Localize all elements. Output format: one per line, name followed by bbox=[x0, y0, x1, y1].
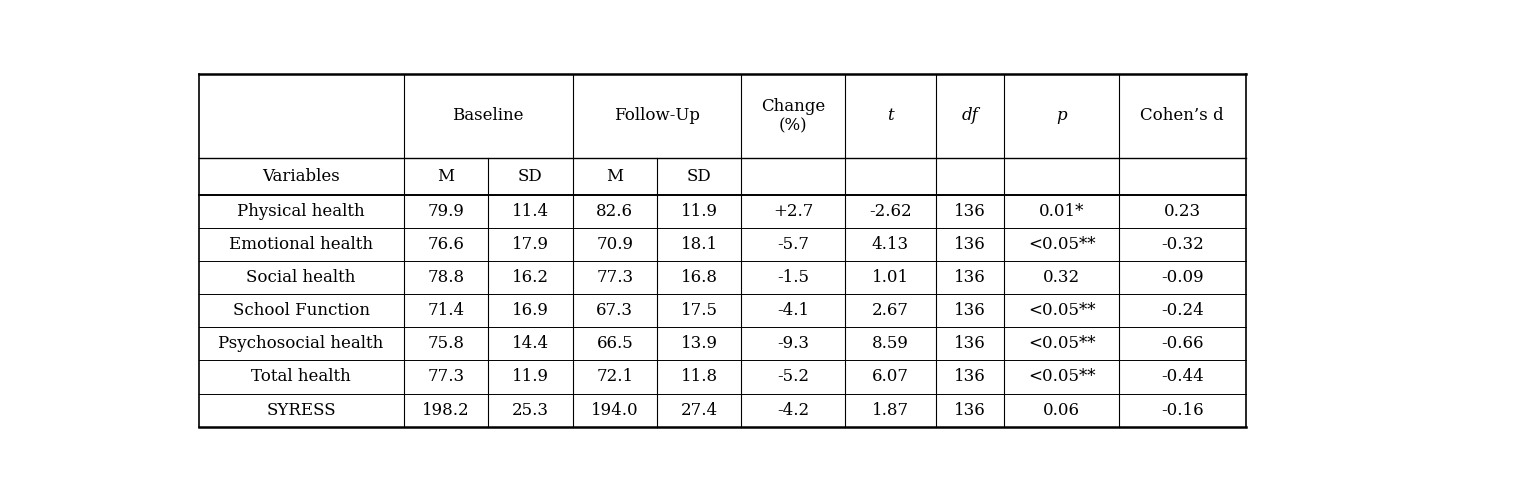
Text: 72.1: 72.1 bbox=[596, 369, 634, 386]
Text: 194.0: 194.0 bbox=[592, 401, 638, 419]
Text: Social health: Social health bbox=[247, 270, 356, 286]
Text: 136: 136 bbox=[955, 336, 986, 352]
Text: df: df bbox=[962, 107, 979, 124]
Text: -0.09: -0.09 bbox=[1160, 270, 1204, 286]
Text: SYRESS: SYRESS bbox=[266, 401, 336, 419]
Text: -2.62: -2.62 bbox=[868, 203, 912, 220]
Text: 11.9: 11.9 bbox=[681, 203, 717, 220]
Text: 136: 136 bbox=[955, 203, 986, 220]
Text: 11.4: 11.4 bbox=[511, 203, 549, 220]
Text: -1.5: -1.5 bbox=[778, 270, 809, 286]
Text: Change
(%): Change (%) bbox=[761, 97, 825, 134]
Text: 78.8: 78.8 bbox=[427, 270, 464, 286]
Text: 13.9: 13.9 bbox=[681, 336, 717, 352]
Text: 6.07: 6.07 bbox=[871, 369, 909, 386]
Text: 4.13: 4.13 bbox=[871, 237, 909, 253]
Text: Cohen’s d: Cohen’s d bbox=[1141, 107, 1224, 124]
Text: 66.5: 66.5 bbox=[596, 336, 632, 352]
Text: M: M bbox=[437, 168, 454, 185]
Text: 82.6: 82.6 bbox=[596, 203, 634, 220]
Text: -0.44: -0.44 bbox=[1160, 369, 1204, 386]
Text: 136: 136 bbox=[955, 401, 986, 419]
Text: M: M bbox=[607, 168, 623, 185]
Text: Emotional health: Emotional health bbox=[228, 237, 374, 253]
Text: <0.05**: <0.05** bbox=[1027, 237, 1095, 253]
Text: <0.05**: <0.05** bbox=[1027, 303, 1095, 319]
Text: 0.01*: 0.01* bbox=[1039, 203, 1085, 220]
Text: 70.9: 70.9 bbox=[596, 237, 634, 253]
Text: 0.23: 0.23 bbox=[1163, 203, 1201, 220]
Text: t: t bbox=[887, 107, 894, 124]
Text: -9.3: -9.3 bbox=[778, 336, 809, 352]
Text: +2.7: +2.7 bbox=[773, 203, 812, 220]
Text: Total health: Total health bbox=[251, 369, 351, 386]
Text: -4.1: -4.1 bbox=[778, 303, 809, 319]
Text: Baseline: Baseline bbox=[452, 107, 523, 124]
Text: 16.9: 16.9 bbox=[511, 303, 549, 319]
Text: 198.2: 198.2 bbox=[422, 401, 469, 419]
Text: 67.3: 67.3 bbox=[596, 303, 634, 319]
Text: 136: 136 bbox=[955, 369, 986, 386]
Text: -4.2: -4.2 bbox=[778, 401, 809, 419]
Text: 16.2: 16.2 bbox=[511, 270, 549, 286]
Text: 77.3: 77.3 bbox=[596, 270, 634, 286]
Text: 0.06: 0.06 bbox=[1042, 401, 1080, 419]
Text: 1.01: 1.01 bbox=[871, 270, 909, 286]
Text: 71.4: 71.4 bbox=[427, 303, 464, 319]
Text: SD: SD bbox=[687, 168, 711, 185]
Text: -0.24: -0.24 bbox=[1160, 303, 1204, 319]
Text: 136: 136 bbox=[955, 237, 986, 253]
Text: 75.8: 75.8 bbox=[427, 336, 464, 352]
Text: -0.66: -0.66 bbox=[1160, 336, 1203, 352]
Text: 8.59: 8.59 bbox=[871, 336, 909, 352]
Text: Psychosocial health: Psychosocial health bbox=[218, 336, 384, 352]
Text: 136: 136 bbox=[955, 303, 986, 319]
Text: 18.1: 18.1 bbox=[681, 237, 717, 253]
Text: -5.2: -5.2 bbox=[778, 369, 809, 386]
Text: School Function: School Function bbox=[233, 303, 369, 319]
Text: Variables: Variables bbox=[262, 168, 340, 185]
Text: 79.9: 79.9 bbox=[428, 203, 464, 220]
Text: 11.9: 11.9 bbox=[511, 369, 549, 386]
Text: Physical health: Physical health bbox=[238, 203, 365, 220]
Text: -5.7: -5.7 bbox=[778, 237, 809, 253]
Text: 27.4: 27.4 bbox=[681, 401, 717, 419]
Text: 76.6: 76.6 bbox=[428, 237, 464, 253]
Text: 0.32: 0.32 bbox=[1042, 270, 1080, 286]
Text: Follow-Up: Follow-Up bbox=[614, 107, 701, 124]
Text: 17.9: 17.9 bbox=[511, 237, 549, 253]
Text: 11.8: 11.8 bbox=[681, 369, 717, 386]
Text: 25.3: 25.3 bbox=[511, 401, 549, 419]
Text: SD: SD bbox=[517, 168, 543, 185]
Text: 17.5: 17.5 bbox=[681, 303, 717, 319]
Text: -0.32: -0.32 bbox=[1160, 237, 1204, 253]
Text: 136: 136 bbox=[955, 270, 986, 286]
Text: <0.05**: <0.05** bbox=[1027, 336, 1095, 352]
Text: p: p bbox=[1056, 107, 1067, 124]
Text: 1.87: 1.87 bbox=[871, 401, 909, 419]
Text: 2.67: 2.67 bbox=[871, 303, 909, 319]
Text: -0.16: -0.16 bbox=[1160, 401, 1204, 419]
Text: 77.3: 77.3 bbox=[427, 369, 464, 386]
Text: <0.05**: <0.05** bbox=[1027, 369, 1095, 386]
Text: 16.8: 16.8 bbox=[681, 270, 717, 286]
Text: 14.4: 14.4 bbox=[511, 336, 549, 352]
